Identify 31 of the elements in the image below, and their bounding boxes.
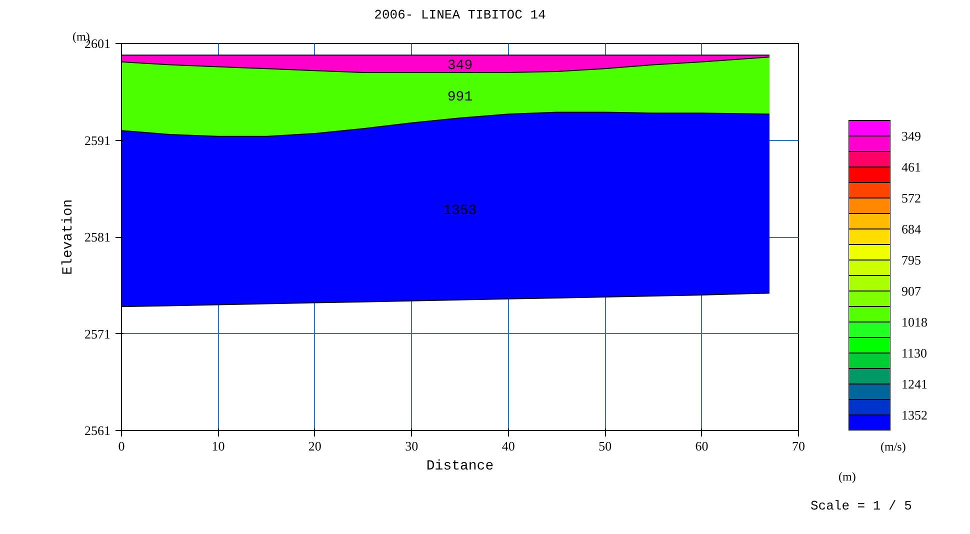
color-bar-label: 461 [902, 160, 921, 175]
chart-title: 2006- LINEA TIBITOC 14 [374, 8, 546, 22]
x-tick-label: 50 [598, 438, 612, 454]
y-tick-label: 2581 [84, 230, 110, 244]
color-bar-label: 572 [902, 190, 921, 206]
x-tick-label: 70 [792, 438, 805, 454]
color-bar-label: 1018 [902, 314, 928, 330]
color-bar-label: 684 [902, 222, 922, 237]
series-label: 1353 [443, 202, 477, 219]
text: Scale = 1 / 5 [810, 498, 912, 514]
x-tick-label: 0 [118, 438, 125, 454]
x-tick-label: 40 [502, 438, 515, 454]
color-bar-label: 1241 [902, 376, 928, 392]
color-bar-label: 1352 [902, 407, 928, 422]
x-axis-title: Distance [426, 458, 494, 474]
text: (m) [838, 470, 856, 484]
y-tick-label: 2591 [84, 132, 110, 148]
x-tick-label: 30 [405, 438, 418, 454]
color-bar-label: 795 [902, 252, 921, 268]
color-bar-title: (m/s) [880, 440, 906, 454]
x-tick-label: 20 [308, 438, 322, 454]
color-bar-label: 1130 [902, 346, 928, 361]
color-bar-label: 349 [902, 128, 921, 144]
y-axis-title: Elevation [60, 199, 76, 275]
y-tick-label: 2561 [84, 423, 110, 438]
y-tick-label: 2571 [84, 326, 110, 342]
color-bar-label: 907 [902, 284, 922, 299]
x-tick-label: 60 [695, 438, 708, 454]
x-tick-label: 10 [212, 438, 225, 454]
series-label: 349 [447, 58, 473, 74]
series-label: 991 [447, 89, 473, 106]
